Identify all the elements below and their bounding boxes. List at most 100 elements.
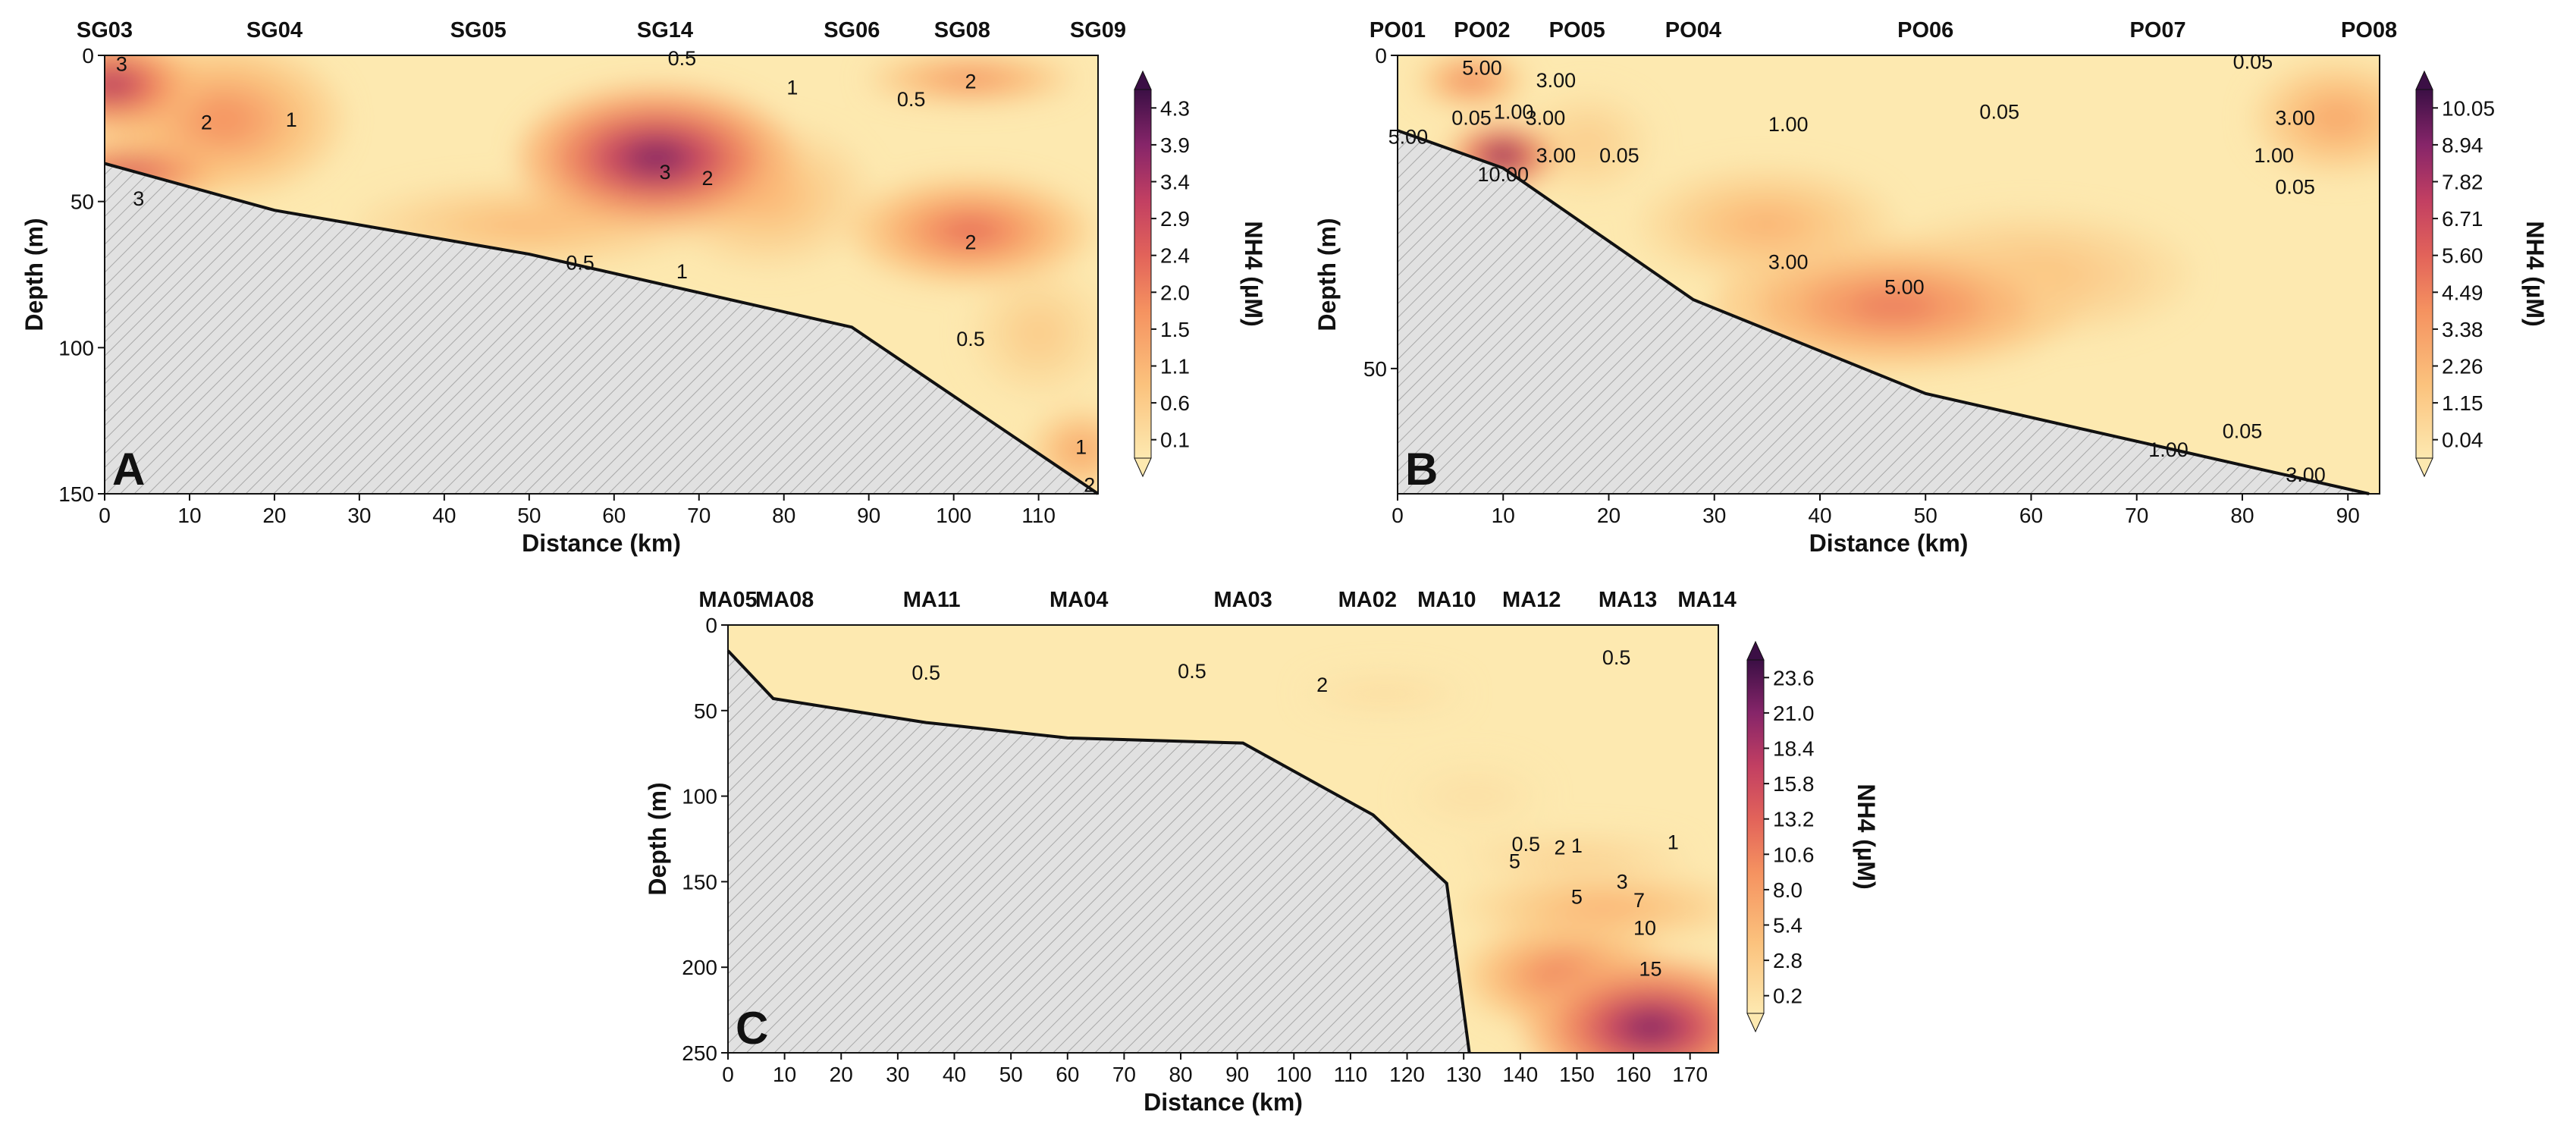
colorbar-tick-label: 2.9 <box>1160 207 1190 231</box>
contour-label: 0.05 <box>2223 419 2263 442</box>
colorbar-label: NH4 (µM) <box>2521 221 2549 326</box>
colorbar-tick-label: 13.2 <box>1773 808 1815 831</box>
concentration-field <box>1305 673 1718 1053</box>
x-tick-label: 80 <box>1169 1063 1192 1086</box>
colorbar-label: NH4 (µM) <box>1240 221 1267 326</box>
concentration-patch <box>1068 439 1094 460</box>
x-tick-label: 30 <box>347 504 371 527</box>
x-tick-label: 60 <box>602 504 626 527</box>
station-label: SG04 <box>246 18 303 42</box>
concentration-patch <box>1364 688 1404 699</box>
concentration-patch <box>1021 316 1056 350</box>
colorbar-label: NH4 (µM) <box>1853 784 1880 889</box>
x-tick-label: 50 <box>517 504 541 527</box>
colorbar-tick-label: 1.5 <box>1160 318 1190 341</box>
concentration-patch <box>1458 74 1485 87</box>
x-tick-label: 90 <box>1225 1063 1249 1086</box>
panel-letter: B <box>1405 444 1438 495</box>
colorbar-tick-label: 10.05 <box>2442 96 2495 120</box>
contour-label: 2 <box>965 231 977 254</box>
seabed-line <box>1397 129 2370 495</box>
x-tick-label: 50 <box>999 1063 1023 1086</box>
concentration-patch <box>105 73 135 96</box>
colorbar-tick-label: 0.1 <box>1160 429 1190 452</box>
contour-label: 5 <box>1571 886 1583 909</box>
concentration-patch <box>1570 898 1641 916</box>
colorbar-tick-label: 10.6 <box>1773 843 1815 866</box>
colorbar-tick-label: 4.49 <box>2442 281 2483 304</box>
station-label: MA14 <box>1677 588 1736 612</box>
y-axis-label: Depth (m) <box>1313 218 1341 331</box>
contour-label: 5.00 <box>1462 57 1502 80</box>
contour-label: 0.5 <box>668 47 697 70</box>
x-tick-label: 70 <box>2125 504 2148 527</box>
concentration-patch <box>2316 103 2359 133</box>
station-label: MA10 <box>1417 588 1476 612</box>
x-tick-label: 70 <box>1112 1063 1136 1086</box>
contour-label: 0.05 <box>1979 100 2019 123</box>
station-label: PO02 <box>1454 18 1510 42</box>
x-tick-label: 0 <box>99 504 111 527</box>
contour-label: 0.5 <box>956 328 985 350</box>
contour-label: 3 <box>659 161 670 184</box>
colorbar-min-arrow <box>1746 1013 1765 1033</box>
x-tick-label: 80 <box>2230 504 2254 527</box>
contour-label: 1 <box>1075 435 1087 458</box>
y-tick-label: 150 <box>682 870 717 894</box>
panel-letter: A <box>112 444 145 495</box>
contour-label: 10 <box>1633 916 1656 939</box>
seabed-area <box>1398 130 2370 494</box>
colorbar-tick-label: 15.8 <box>1773 772 1815 796</box>
x-tick-label: 20 <box>830 1063 853 1086</box>
x-tick-label: 30 <box>1702 504 1726 527</box>
contour-label: 0.05 <box>2233 50 2273 73</box>
x-tick-label: 30 <box>886 1063 909 1086</box>
x-tick-label: 0 <box>722 1063 734 1086</box>
colorbar-min-arrow <box>1134 457 1152 478</box>
x-axis-label: Distance (km) <box>1809 529 1969 557</box>
station-label: MA03 <box>1213 588 1272 612</box>
contour-label: 1.00 <box>2254 144 2294 167</box>
x-tick-label: 150 <box>1559 1063 1595 1086</box>
x-axis-label: Distance (km) <box>522 529 681 557</box>
station-label: PO05 <box>1549 18 1605 42</box>
station-label: SG14 <box>637 18 693 42</box>
contour-label: 3.00 <box>1536 69 1577 92</box>
contour-label: 7 <box>1633 889 1645 912</box>
colorbar-tick-label: 3.38 <box>2442 318 2483 341</box>
station-label: SG09 <box>1070 18 1126 42</box>
concentration-patch <box>486 215 572 235</box>
station-label: MA12 <box>1502 588 1561 612</box>
x-tick-label: 140 <box>1502 1063 1538 1086</box>
colorbar-tick-label: 0.2 <box>1773 985 1803 1008</box>
y-tick-label: 0 <box>1375 44 1387 68</box>
y-tick-label: 0 <box>82 44 94 68</box>
contour-label: 5.00 <box>1884 276 1925 299</box>
concentration-patch <box>1735 210 1799 239</box>
contour-label: 0.05 <box>1599 144 1639 167</box>
colorbar-tick-label: 18.4 <box>1773 737 1815 761</box>
contour-label: 1 <box>1571 834 1583 857</box>
contour-label: 0.05 <box>1451 107 1492 130</box>
station-label: MA05 <box>698 588 757 612</box>
concentration-patch <box>945 73 996 85</box>
contour-label: 5 <box>1509 850 1520 872</box>
colorbar-tick-label: 2.26 <box>2442 355 2483 378</box>
colorbar-max-arrow <box>1746 640 1765 661</box>
colorbar-tick-label: 1.1 <box>1160 355 1190 378</box>
x-tick-label: 70 <box>687 504 711 527</box>
plot-frame <box>1397 55 2380 495</box>
contour-label: 0.05 <box>2275 175 2315 198</box>
colorbar-tick-label: 5.4 <box>1773 914 1803 938</box>
x-tick-label: 50 <box>1914 504 1937 527</box>
station-label: MA08 <box>755 588 814 612</box>
station-label: MA02 <box>1338 588 1397 612</box>
x-tick-label: 100 <box>1276 1063 1312 1086</box>
x-tick-label: 100 <box>936 504 971 527</box>
x-tick-label: 20 <box>1597 504 1621 527</box>
contour-label: 0.5 <box>1511 833 1540 856</box>
contour-label: 1.00 <box>1494 100 1534 123</box>
y-tick-label: 150 <box>58 482 94 506</box>
concentration-patch <box>622 140 691 175</box>
